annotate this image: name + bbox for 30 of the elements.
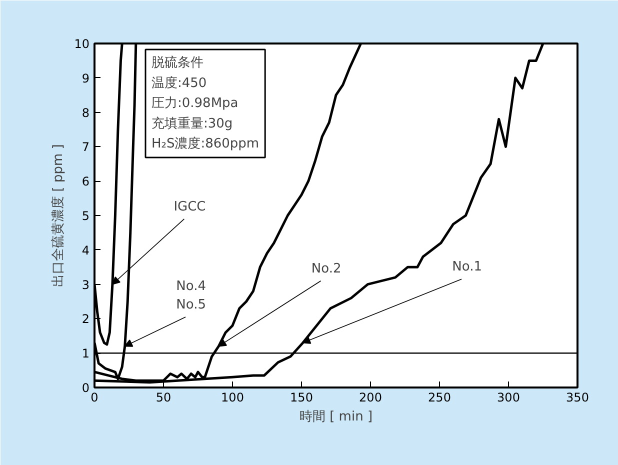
annotation: No.1 [452, 260, 482, 275]
annotation: No.4 No.5 [176, 278, 206, 313]
x-tick-label: 50 [156, 390, 172, 404]
x-tick-label: 300 [497, 390, 520, 404]
annotation: 脱硫条件 [152, 56, 204, 70]
annotation: 温度:450 [152, 74, 207, 91]
annotation: No.2 [311, 261, 342, 276]
x-tick-label: 200 [359, 390, 382, 404]
y-tick-label: 5 [82, 209, 90, 223]
x-tick-label: 100 [221, 390, 244, 404]
y-tick-label: 1 [82, 346, 90, 361]
annotation: H₂S濃度:860ppm [152, 136, 260, 152]
y-tick-label: 7 [82, 140, 90, 154]
y-tick-label: 8 [82, 106, 90, 120]
y-axis-title: 出口全硫黄濃度 [ ppm ] [50, 144, 66, 287]
annotation: IGCC [174, 200, 206, 214]
y-tick-label: 3 [82, 278, 90, 292]
x-axis-title: 時間 [ min ] [299, 410, 373, 424]
x-tick-label: 250 [428, 390, 451, 404]
y-tick-label: 6 [82, 174, 90, 189]
annotation: 充填重量:30g [152, 116, 233, 132]
y-tick-label: 2 [82, 312, 90, 326]
x-tick-label: 0 [90, 390, 98, 404]
y-tick-label: 9 [82, 71, 90, 86]
x-tick-label: 350 [566, 390, 589, 404]
y-tick-label: 10 [74, 37, 90, 51]
x-tick-label: 150 [290, 390, 313, 404]
y-tick-label: 4 [82, 243, 90, 258]
annotation: 圧力:0.98Mpa [152, 96, 238, 111]
y-tick-label: 0 [82, 381, 90, 395]
